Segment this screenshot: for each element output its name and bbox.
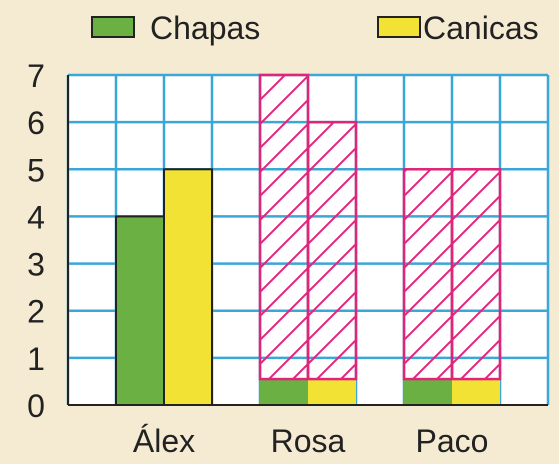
bar-canicas-0 <box>163 168 213 406</box>
legend-swatch-chapas <box>91 16 135 38</box>
y-axis: 0 1 2 3 4 5 6 7 <box>27 58 45 424</box>
legend-label-chapas: Chapas <box>150 10 260 46</box>
y-tick-label: 4 <box>27 199 45 235</box>
bar-chapas-1 <box>258 73 310 381</box>
plot-area <box>66 73 550 406</box>
y-tick-label: 7 <box>27 58 45 94</box>
bar-canicas-2 <box>450 168 502 381</box>
x-tick-label: Álex <box>133 423 195 459</box>
bar-chapas-2 <box>402 168 454 381</box>
legend: Chapas Canicas <box>91 10 539 46</box>
y-tick-label: 6 <box>27 105 45 141</box>
y-tick-label: 0 <box>27 388 45 424</box>
bar-base-chapas-2 <box>404 379 452 405</box>
bar-base-chapas-1 <box>260 379 308 405</box>
x-tick-label: Paco <box>416 423 489 459</box>
x-tick-label: Rosa <box>271 423 346 459</box>
bar-base-canicas-1 <box>308 379 356 405</box>
y-tick-label: 2 <box>27 294 45 330</box>
x-axis: Álex Rosa Paco <box>133 423 489 459</box>
bar-base-canicas-2 <box>452 379 500 405</box>
bar-canicas-1 <box>306 120 358 381</box>
legend-label-canicas: Canicas <box>423 10 539 46</box>
y-tick-label: 5 <box>27 152 45 188</box>
legend-swatch-canicas <box>377 16 421 38</box>
bar-chapas-0 <box>115 215 165 406</box>
y-tick-label: 1 <box>27 341 45 377</box>
y-tick-label: 3 <box>27 247 45 283</box>
